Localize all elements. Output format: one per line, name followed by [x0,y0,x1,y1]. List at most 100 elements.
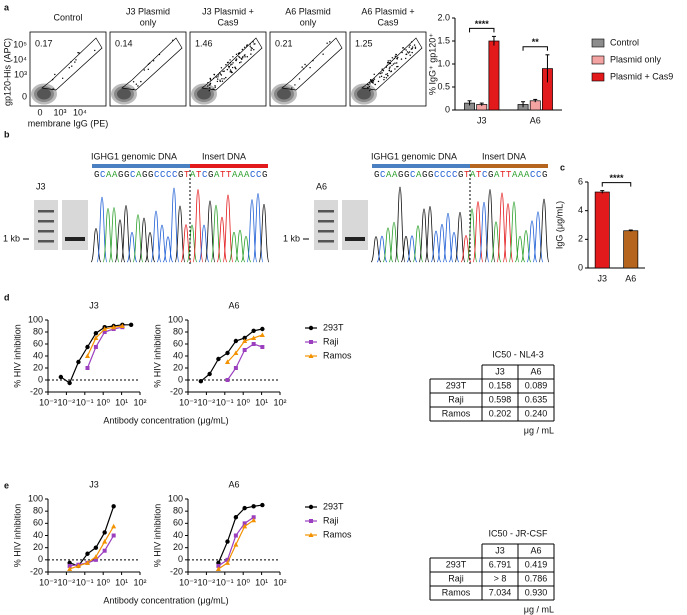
base: C [172,170,178,180]
point [225,539,230,544]
ladder-band [38,230,54,233]
point [233,533,238,538]
cell-dot [214,86,216,88]
y-tick-label: 0 [38,554,43,564]
chromatogram-peak [252,193,264,263]
cell: 0.786 [525,573,548,583]
cell-dot [94,49,96,52]
cell-dot [242,55,244,58]
base: G [458,170,463,180]
y-axis-label: % HIV inhibition [152,504,162,568]
chromatogram-peak [162,236,174,263]
flow-title: Control [53,12,82,22]
series-line [69,506,115,567]
chromatogram-peak [120,205,132,263]
point [102,330,107,334]
y-tick-label: 0 [178,374,183,384]
insert-bar [470,164,548,168]
bar [623,230,639,269]
point [93,345,98,349]
legend-label: 293T [323,322,344,332]
x-tick-label: 10⁻¹ [76,397,94,407]
point [259,332,265,337]
cell-dot [403,48,406,50]
chromatogram-peak [460,235,472,263]
base: A [232,170,238,180]
base: G [542,170,547,180]
point [233,515,239,520]
cell-dot [243,46,246,48]
cell-dot [228,67,230,69]
significance-bracket [469,27,495,33]
point [233,338,239,344]
cell-dot [221,80,224,82]
gate [41,37,103,91]
chromatogram-peak [150,210,162,263]
cell-dot [309,66,311,69]
legend-marker [308,532,314,537]
chromatogram-peak [90,228,102,263]
legend-label: Plasmid + Cas9 [610,71,673,81]
cell-dot [389,62,392,65]
point [207,371,212,377]
chromatogram-peak [484,189,496,263]
cell-dot [253,43,255,45]
cell-dot [148,62,151,64]
gate-percent: 0.17 [35,38,53,48]
cell-dot [223,78,225,80]
x-tick-label: 10² [273,397,286,407]
flow-title: A6 Plasmid [285,6,331,16]
cell-dot [232,56,234,58]
point [251,504,256,509]
point [102,548,107,553]
point [216,563,221,568]
base: T [184,170,190,180]
chromatogram-peak [216,216,228,263]
y-tick-label: 0 [178,554,183,564]
y-tick-label: 40 [33,530,43,540]
legend-label: Ramos [323,350,352,360]
flow-frame [269,31,347,107]
cell-dot [379,76,381,78]
y-tick-label: 20 [173,542,183,552]
base: G [124,170,129,180]
cell-dot [312,59,314,62]
cell-dot [208,84,210,86]
point [85,344,90,350]
cell-dot [388,62,391,65]
cell-dot [74,61,76,63]
cell-dot [410,41,413,43]
chromatogram-peak [538,198,550,263]
chromatogram-peak [442,212,454,263]
cell-dot [411,46,414,48]
base: A [136,170,142,180]
cell-dot [235,68,237,70]
x-tick-label: A6 [530,115,541,125]
cell-dot [408,46,411,48]
cell: 0.635 [525,394,548,404]
point [242,523,248,529]
x-tick-label: 10⁻¹ [216,577,234,587]
cell-dot [391,64,393,67]
bar [594,191,610,269]
cell-dot [52,88,54,90]
table-unit: μg / mL [524,604,554,614]
cell-dot [215,76,217,78]
x-tick-label: 10⁻³ [39,577,57,587]
y-axis-label: % HIV inhibition [12,324,22,388]
row-label: Ramos [442,408,471,418]
x-tick-label: 10⁻³ [39,397,57,407]
cell-dot [373,73,375,76]
cell-dot [401,51,403,54]
cell-dot [392,63,395,65]
cell-dot [372,80,374,82]
base: C [130,170,136,180]
cell-dot [232,62,234,64]
genomic-label: IGHG1 genomic DNA [371,151,457,161]
cell-dot [245,45,248,47]
cell-dot [71,65,73,67]
cell-dot [158,53,161,56]
cell: > 8 [494,573,507,583]
cell-dot [369,83,371,85]
panel-label: a [4,2,10,12]
